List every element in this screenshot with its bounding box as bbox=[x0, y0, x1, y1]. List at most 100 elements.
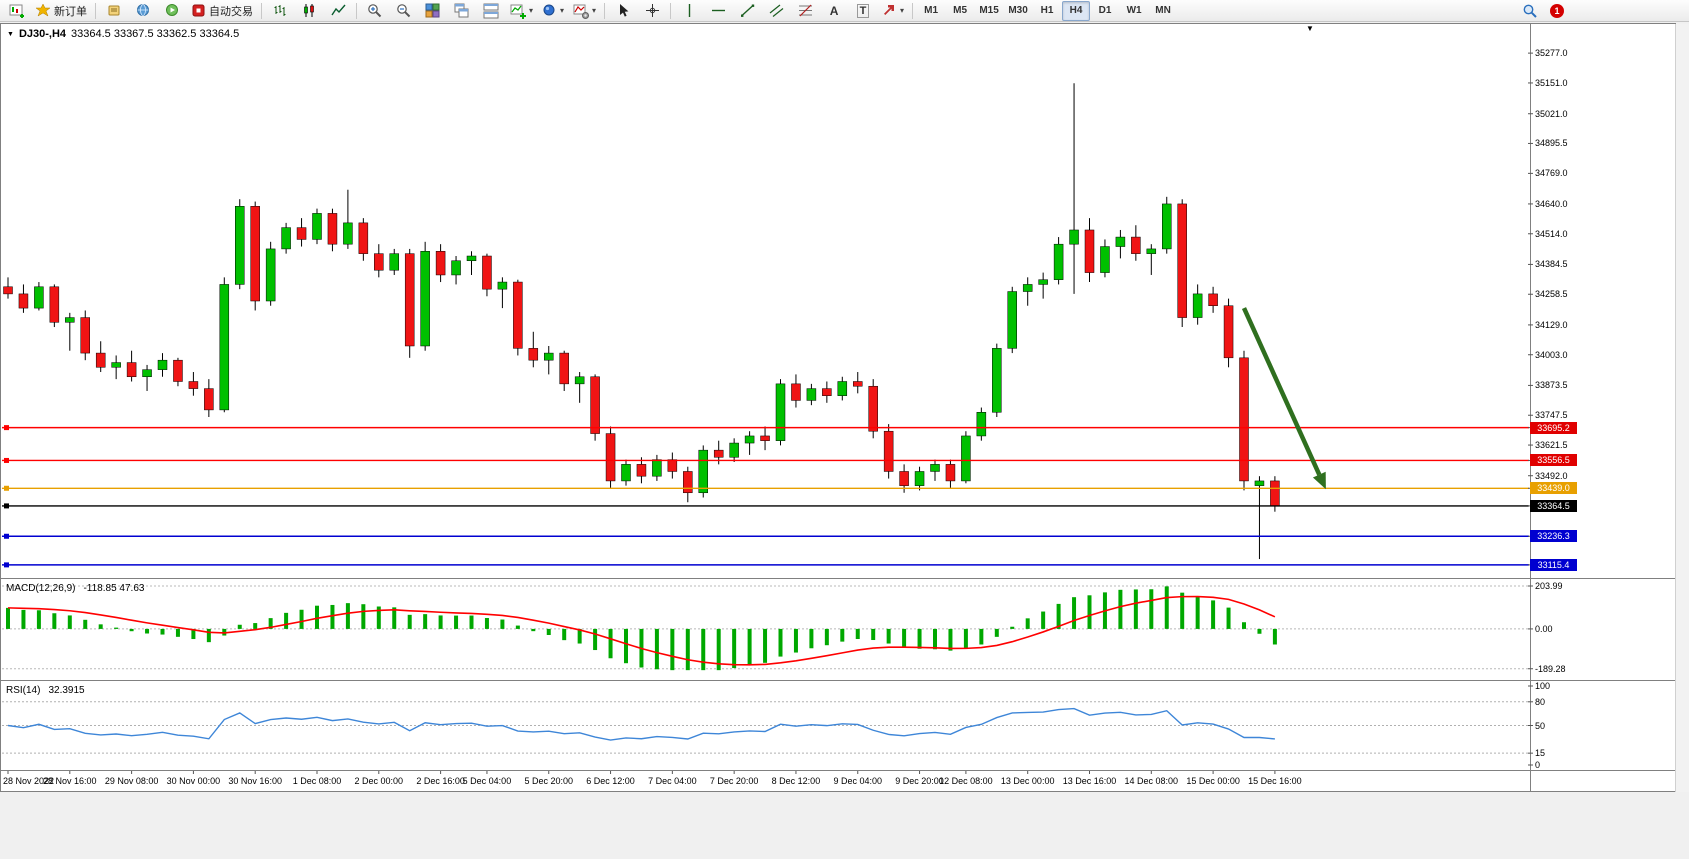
candle bbox=[497, 281, 508, 290]
candle bbox=[667, 459, 678, 472]
candle bbox=[930, 464, 940, 472]
separator bbox=[356, 2, 357, 19]
timeframe-W1[interactable]: W1 bbox=[1126, 5, 1142, 16]
candle bbox=[1100, 246, 1110, 273]
dropdown-icon: ▾ bbox=[900, 6, 905, 15]
text-label-tool[interactable]: T bbox=[849, 0, 877, 22]
scripts-button[interactable] bbox=[100, 0, 128, 22]
candle bbox=[713, 449, 724, 458]
time-label: 8 Dec 12:00 bbox=[771, 776, 821, 786]
text-label-tool-label: T bbox=[856, 3, 870, 18]
add-indicator-button[interactable]: ▾ bbox=[506, 0, 537, 22]
notification-badge[interactable]: 1 bbox=[1550, 3, 1564, 18]
scrollbar[interactable] bbox=[1675, 24, 1689, 792]
add-indicator-icon bbox=[510, 4, 526, 19]
timeframe-M30[interactable]: M30 bbox=[1008, 5, 1028, 16]
line-chart-type-button[interactable] bbox=[324, 0, 352, 22]
new-order-button[interactable]: 新订单 bbox=[32, 0, 91, 22]
candle bbox=[466, 255, 477, 262]
vertical-line-tool[interactable] bbox=[675, 0, 703, 22]
candle bbox=[451, 260, 461, 276]
price-tick-label: 34895.5 bbox=[1535, 138, 1568, 149]
channel-tool[interactable] bbox=[762, 0, 790, 22]
candle bbox=[219, 284, 230, 411]
crosshair-icon bbox=[645, 4, 659, 17]
candle bbox=[1192, 293, 1203, 318]
text-tool[interactable]: A bbox=[820, 0, 848, 22]
rsi-scale-label: 50 bbox=[1535, 720, 1546, 731]
time-label: 29 Nov 08:00 bbox=[104, 776, 159, 786]
toolbar-right-cluster: 1 bbox=[1516, 0, 1564, 22]
zoom-out-button[interactable] bbox=[390, 0, 418, 22]
toolbar: 新订单 自动交易 bbox=[0, 0, 1689, 22]
trend-arrow[interactable] bbox=[1241, 307, 1322, 476]
candle bbox=[343, 222, 353, 245]
chart-settings-button[interactable]: ▾ bbox=[569, 0, 600, 22]
line-anchor[interactable] bbox=[4, 562, 9, 568]
chart-settings-icon bbox=[573, 4, 590, 19]
candle bbox=[296, 227, 307, 240]
time-label: 2 Dec 00:00 bbox=[354, 776, 404, 786]
candle bbox=[95, 352, 106, 368]
line-anchor[interactable] bbox=[4, 485, 9, 491]
fibonacci-tool[interactable] bbox=[791, 0, 819, 22]
cascade-windows-button[interactable] bbox=[448, 0, 476, 22]
tile-windows-button[interactable] bbox=[419, 0, 447, 22]
candle bbox=[420, 251, 430, 347]
time-label: 9 Dec 04:00 bbox=[833, 776, 883, 786]
text-tool-label: A bbox=[829, 3, 839, 18]
time-label: 7 Dec 20:00 bbox=[709, 776, 759, 786]
trendline-tool[interactable] bbox=[733, 0, 761, 22]
rsi-scale-label: 80 bbox=[1535, 696, 1546, 707]
market-button[interactable] bbox=[129, 0, 157, 22]
candle bbox=[868, 385, 878, 432]
strategy-tester-button[interactable] bbox=[158, 0, 186, 22]
scripts-icon bbox=[108, 5, 119, 16]
price-tick-label: 34384.5 bbox=[1535, 259, 1568, 270]
candle bbox=[914, 471, 925, 486]
time-label: 15 Dec 16:00 bbox=[1248, 776, 1302, 786]
search-button[interactable] bbox=[1516, 0, 1544, 22]
candle bbox=[188, 381, 199, 389]
auto-trading-icon bbox=[192, 4, 205, 17]
bar-chart-type-button[interactable] bbox=[266, 0, 294, 22]
timeframe-H4[interactable]: H4 bbox=[1062, 0, 1091, 21]
new-chart-button[interactable] bbox=[3, 0, 31, 22]
horizontal-line-tool[interactable] bbox=[704, 0, 732, 22]
crosshair-button[interactable] bbox=[638, 0, 666, 22]
trend-arrow-head[interactable] bbox=[1312, 471, 1326, 490]
timeframe-MN[interactable]: MN bbox=[1155, 5, 1171, 16]
timeframe-D1[interactable]: D1 bbox=[1098, 5, 1112, 16]
line-anchor[interactable] bbox=[4, 503, 9, 509]
objects-button[interactable]: ▾ bbox=[538, 0, 568, 22]
cursor-button[interactable] bbox=[609, 0, 637, 22]
auto-trading-button[interactable]: 自动交易 bbox=[187, 0, 257, 22]
price-tag: 33115.4 bbox=[1530, 558, 1577, 571]
candle bbox=[1084, 229, 1095, 273]
time-label: 6 Dec 12:00 bbox=[586, 776, 635, 786]
candlestick-type-button[interactable] bbox=[295, 0, 323, 22]
candle bbox=[80, 317, 90, 354]
line-anchor[interactable] bbox=[4, 457, 9, 463]
zoom-in-button[interactable] bbox=[361, 0, 389, 22]
objects-icon bbox=[543, 4, 555, 16]
vertical-line-icon bbox=[688, 4, 690, 17]
time-label: 28 Nov 16:00 bbox=[43, 776, 97, 786]
candle bbox=[791, 383, 801, 401]
arrange-windows-button[interactable] bbox=[477, 0, 505, 22]
symbol-dropdown-icon[interactable]: ▼ bbox=[7, 30, 14, 38]
strategy-tester-icon bbox=[165, 4, 178, 16]
autoscroll-marker-icon[interactable]: ▼ bbox=[1306, 24, 1314, 33]
new-order-icon bbox=[36, 3, 51, 17]
line-anchor[interactable] bbox=[4, 425, 9, 431]
arrows-tool[interactable]: ▾ bbox=[878, 0, 908, 22]
timeframe-M1[interactable]: M1 bbox=[924, 5, 939, 16]
zoom-out-icon bbox=[397, 3, 411, 17]
timeframe-M15[interactable]: M15 bbox=[979, 5, 999, 16]
dropdown-icon: ▾ bbox=[560, 6, 565, 15]
timeframe-M5[interactable]: M5 bbox=[953, 5, 968, 16]
timeframe-H1[interactable]: H1 bbox=[1040, 5, 1054, 16]
candle bbox=[899, 471, 909, 486]
line-anchor[interactable] bbox=[4, 533, 9, 539]
